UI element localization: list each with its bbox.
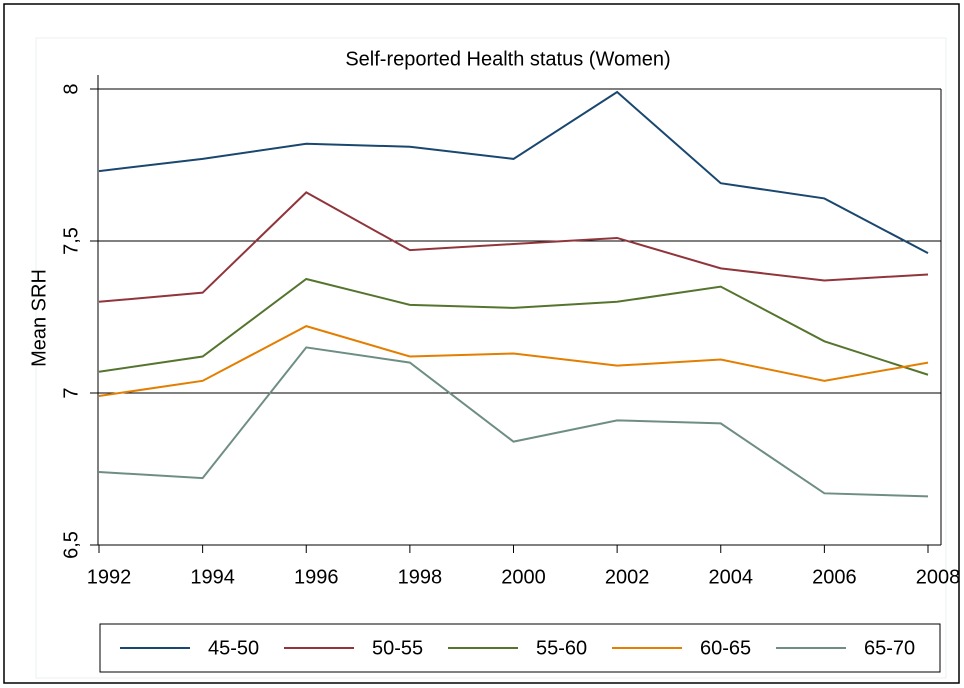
y-tick-label: 7 bbox=[60, 387, 82, 398]
x-tick-label: 1996 bbox=[294, 566, 339, 588]
legend-label: 45-50 bbox=[208, 637, 259, 659]
legend-label: 65-70 bbox=[864, 637, 915, 659]
plot-region bbox=[35, 37, 947, 679]
x-tick-label: 1994 bbox=[190, 566, 235, 588]
series-line bbox=[98, 346, 929, 498]
outer-frame bbox=[3, 3, 960, 684]
y-tick-label: 7,5 bbox=[60, 227, 82, 255]
x-tick-label: 2002 bbox=[605, 566, 650, 588]
legend-label: 50-55 bbox=[372, 637, 423, 659]
x-tick-label: 2006 bbox=[812, 566, 857, 588]
x-tick-label: 2008 bbox=[916, 566, 961, 588]
series-line bbox=[98, 277, 929, 376]
y-axis-label: Mean SRH bbox=[28, 269, 50, 367]
x-tick-label: 1998 bbox=[398, 566, 443, 588]
x-tick-label: 2000 bbox=[501, 566, 546, 588]
legend-label: 60-65 bbox=[700, 637, 751, 659]
chart-title: Self-reported Health status (Women) bbox=[345, 48, 670, 70]
x-tick-label: 1992 bbox=[87, 566, 132, 588]
series-line bbox=[98, 90, 929, 255]
x-tick-label: 2004 bbox=[709, 566, 754, 588]
legend-label: 55-60 bbox=[536, 637, 587, 659]
series-line bbox=[98, 325, 929, 398]
y-tick-label: 8 bbox=[60, 83, 82, 94]
series-line bbox=[98, 191, 929, 303]
y-tick-label: 6,5 bbox=[60, 531, 82, 559]
